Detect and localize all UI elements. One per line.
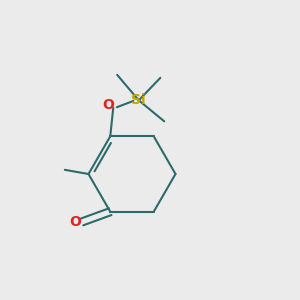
Text: O: O [70,215,81,229]
Text: Si: Si [131,93,146,107]
Text: O: O [102,98,114,112]
